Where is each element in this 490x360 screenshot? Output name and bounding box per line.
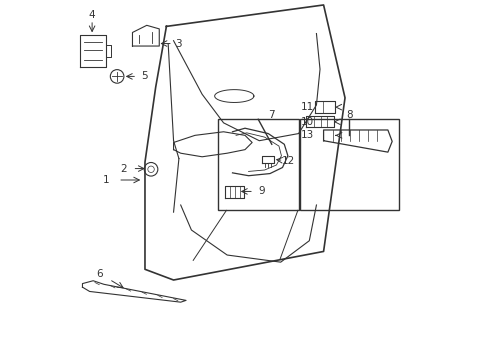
Text: 2: 2 (120, 163, 127, 174)
Text: 4: 4 (89, 10, 96, 20)
Text: 1: 1 (103, 175, 110, 185)
Text: 3: 3 (175, 39, 182, 49)
Text: 8: 8 (346, 110, 353, 120)
Text: 5: 5 (141, 71, 147, 81)
Text: 9: 9 (259, 186, 266, 197)
Bar (300, 119, 398, 210)
Text: 10: 10 (300, 117, 314, 127)
Text: 13: 13 (300, 130, 314, 140)
Bar (218, 119, 298, 210)
Text: 12: 12 (282, 157, 295, 166)
Text: 11: 11 (300, 102, 314, 112)
Text: 6: 6 (96, 269, 102, 279)
Text: 7: 7 (269, 110, 275, 120)
